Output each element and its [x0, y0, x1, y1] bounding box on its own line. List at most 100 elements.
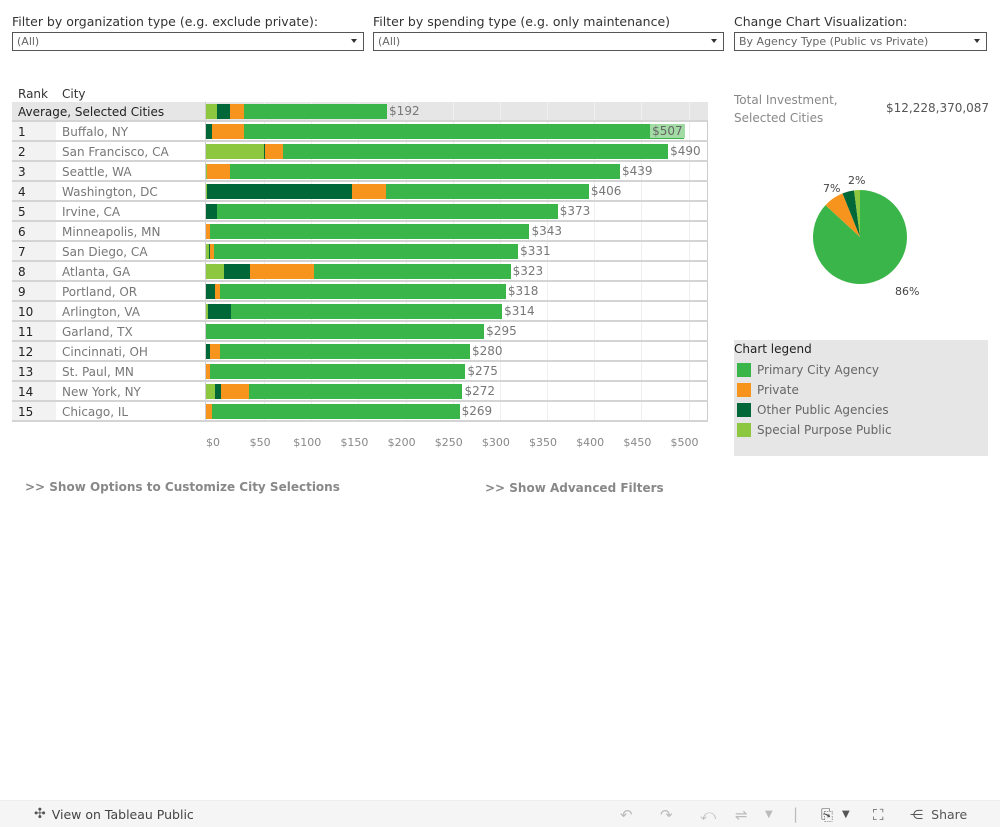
bar-segment-other-public[interactable]	[263, 144, 266, 159]
gridline	[688, 342, 690, 360]
legend-item-primary[interactable]: Primary City Agency	[734, 360, 988, 380]
bar-segment-primary[interactable]	[229, 164, 620, 179]
refresh-dropdown-icon[interactable]: ▼	[765, 809, 773, 820]
share-button[interactable]: ⋲ Share	[910, 807, 967, 823]
download-dropdown-icon[interactable]: ▼	[842, 809, 850, 820]
bar-segment-special-purpose[interactable]	[206, 384, 216, 399]
bar-segment-private[interactable]	[211, 124, 244, 139]
fullscreen-icon[interactable]: ⛶	[873, 806, 884, 824]
bar-segment-private[interactable]	[209, 244, 215, 259]
refresh-icon[interactable]: ⇌	[735, 806, 748, 824]
bar-segment-primary[interactable]	[249, 384, 463, 399]
table-row[interactable]: 14 New York, NY $272	[12, 382, 708, 402]
table-row[interactable]: 8 Atlanta, GA $323	[12, 262, 708, 282]
table-row[interactable]: 7 San Diego, CA $331	[12, 242, 708, 262]
bar-segment-primary[interactable]	[230, 304, 503, 319]
bar-segment-primary[interactable]	[243, 124, 685, 139]
legend-item-other-public[interactable]: Other Public Agencies	[734, 400, 988, 420]
separator: |	[793, 805, 799, 823]
pie-slice-other-public[interactable]	[842, 190, 860, 237]
bar-value-label: $507	[650, 124, 685, 138]
bar-segment-other-public[interactable]	[206, 184, 353, 199]
average-row[interactable]: Average, Selected Cities $192	[12, 102, 708, 122]
bar-segment-primary[interactable]	[209, 364, 466, 379]
table-row[interactable]: 6 Minneapolis, MN $343	[12, 222, 708, 242]
share-label: Share	[931, 807, 968, 822]
bar-segment-private[interactable]	[352, 184, 387, 199]
table-row[interactable]: 4 Washington, DC $406	[12, 182, 708, 202]
bar-segment-special-purpose[interactable]	[206, 244, 209, 259]
city-cell: St. Paul, MN	[62, 365, 134, 379]
average-label: Average, Selected Cities	[18, 105, 165, 119]
bar-segment-private[interactable]	[221, 384, 250, 399]
legend-item-private[interactable]: Private	[734, 380, 988, 400]
bar-segment-primary[interactable]	[314, 264, 511, 279]
bar-segment-private[interactable]	[250, 264, 315, 279]
bar-segment-other-public[interactable]	[207, 304, 231, 319]
bar-segment-other-public[interactable]	[217, 104, 230, 119]
gridline	[641, 182, 643, 200]
city-cell: Washington, DC	[62, 185, 158, 199]
filter-spending-type: Filter by spending type (e.g. only maint…	[373, 14, 724, 51]
bar-segment-special-purpose[interactable]	[206, 304, 208, 319]
bar-segment-other-public[interactable]	[223, 264, 251, 279]
pie-slice-special-purpose[interactable]	[854, 190, 860, 237]
bar-segment-other-public[interactable]	[208, 244, 210, 259]
bar-segment-private[interactable]	[206, 224, 210, 239]
legend-item-special-purpose[interactable]: Special Purpose Public	[734, 420, 988, 440]
bar-segment-other-public[interactable]	[206, 124, 212, 139]
bar-segment-primary[interactable]	[243, 104, 388, 119]
bar-segment-primary[interactable]	[214, 244, 519, 259]
bar-segment-special-purpose[interactable]	[206, 164, 207, 179]
table-row[interactable]: 2 San Francisco, CA $490	[12, 142, 708, 162]
bar-segment-primary[interactable]	[220, 344, 471, 359]
bar-area: $490	[205, 142, 708, 160]
table-row[interactable]: 13 St. Paul, MN $275	[12, 362, 708, 382]
spending-type-select[interactable]: (All)	[373, 32, 724, 51]
bar-segment-private[interactable]	[215, 284, 221, 299]
bar-segment-special-purpose[interactable]	[206, 144, 264, 159]
bar-segment-special-purpose[interactable]	[206, 184, 207, 199]
table-row[interactable]: 10 Arlington, VA $314	[12, 302, 708, 322]
bar-segment-special-purpose[interactable]	[206, 104, 218, 119]
bar-segment-private[interactable]	[209, 344, 221, 359]
bar-segment-private[interactable]	[206, 164, 230, 179]
bar-segment-primary[interactable]	[283, 144, 669, 159]
bar-segment-primary[interactable]	[386, 184, 589, 199]
bar-segment-other-public[interactable]	[206, 344, 210, 359]
bar-segment-primary[interactable]	[217, 204, 558, 219]
bar-segment-special-purpose[interactable]	[206, 264, 224, 279]
bar-segment-private[interactable]	[229, 104, 244, 119]
filter-chart-visualization: Change Chart Visualization: By Agency Ty…	[734, 14, 987, 51]
pie-slice-private[interactable]	[825, 193, 860, 237]
table-row[interactable]: 15 Chicago, IL $269	[12, 402, 708, 422]
table-row[interactable]: 1 Buffalo, NY $507	[12, 122, 708, 142]
table-row[interactable]: 5 Irvine, CA $373	[12, 202, 708, 222]
bar-segment-private[interactable]	[206, 364, 210, 379]
table-row[interactable]: 12 Cincinnati, OH $280	[12, 342, 708, 362]
bar-segment-primary[interactable]	[209, 224, 530, 239]
bar-segment-primary[interactable]	[220, 284, 506, 299]
pie-label: 7%	[823, 182, 840, 195]
bar-value-label: $272	[464, 384, 496, 398]
bar-segment-primary[interactable]	[211, 404, 460, 419]
view-on-tableau-public-link[interactable]: ✣ View on Tableau Public	[34, 806, 194, 822]
table-row[interactable]: 9 Portland, OR $318	[12, 282, 708, 302]
organization-type-select[interactable]: (All)	[12, 32, 364, 51]
download-icon[interactable]: ⎘	[821, 806, 834, 824]
undo-icon[interactable]: ↶	[620, 806, 633, 824]
chart-visualization-select[interactable]: By Agency Type (Public vs Private)	[734, 32, 987, 51]
bar-segment-other-public[interactable]	[206, 284, 216, 299]
redo-icon[interactable]: ↷	[660, 806, 673, 824]
revert-icon[interactable]: ⤺	[700, 806, 717, 824]
table-row[interactable]: 3 Seattle, WA $439	[12, 162, 708, 182]
bar-segment-private[interactable]	[265, 144, 284, 159]
table-row[interactable]: 11 Garland, TX $295	[12, 322, 708, 342]
show-customize-options-link[interactable]: >> Show Options to Customize City Select…	[25, 480, 340, 494]
bar-segment-private[interactable]	[206, 404, 212, 419]
bar-segment-other-public[interactable]	[215, 384, 222, 399]
bar-segment-other-public[interactable]	[206, 204, 218, 219]
bar-segment-primary[interactable]	[206, 324, 485, 339]
rank-cell: 14	[12, 382, 56, 400]
show-advanced-filters-link[interactable]: >> Show Advanced Filters	[485, 481, 664, 495]
